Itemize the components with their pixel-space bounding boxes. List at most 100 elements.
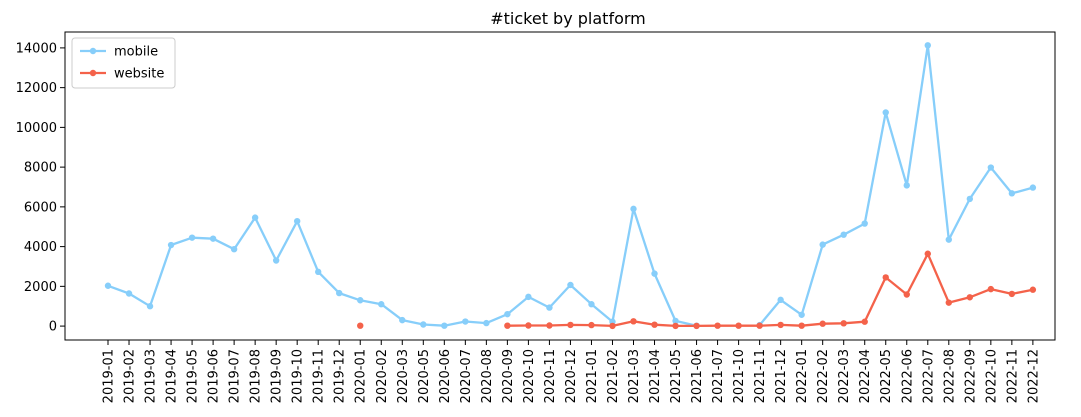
data-point-mobile	[315, 268, 322, 276]
data-point-mobile	[630, 205, 637, 213]
data-point-mobile	[819, 241, 826, 248]
x-tick-label: 2021-02	[606, 349, 621, 403]
x-tick-label: 2019-03	[144, 349, 159, 403]
data-point-mobile	[188, 234, 196, 241]
y-tick-label: 12000	[16, 81, 57, 96]
data-point-mobile	[546, 304, 553, 311]
data-point-mobile	[903, 182, 910, 189]
data-point-website	[651, 321, 658, 328]
data-point-website	[987, 285, 995, 293]
data-point-website	[966, 294, 974, 301]
data-point-website	[882, 274, 889, 281]
x-tick-label: 2019-07	[228, 349, 243, 403]
data-point-mobile	[483, 319, 490, 327]
data-point-mobile	[672, 317, 679, 325]
data-point-website	[672, 322, 679, 330]
data-point-mobile	[420, 321, 427, 328]
chart-title: #ticket by platform	[490, 9, 646, 28]
series-mobile	[104, 42, 1037, 329]
x-tick-label: 2022-04	[858, 349, 873, 403]
x-tick-label: 2019-12	[333, 349, 348, 403]
data-point-mobile	[230, 245, 238, 253]
data-point-mobile	[840, 231, 847, 238]
data-point-mobile	[1008, 190, 1016, 197]
x-tick-label: 2020-09	[501, 349, 516, 403]
y-tick-label: 0	[49, 320, 57, 335]
x-tick-label: 2020-06	[438, 349, 453, 403]
y-tick-label: 6000	[24, 200, 57, 215]
data-point-website	[630, 318, 637, 325]
x-tick-label: 2022-02	[816, 349, 831, 403]
y-tick-label: 10000	[16, 121, 57, 136]
data-point-mobile	[882, 109, 889, 116]
x-tick-label: 2019-10	[291, 349, 306, 403]
data-point-website	[525, 322, 532, 329]
data-point-mobile	[987, 164, 995, 171]
data-point-website	[924, 250, 931, 257]
data-point-mobile	[798, 311, 805, 318]
data-point-website	[609, 322, 616, 330]
y-tick-label: 2000	[24, 280, 57, 295]
data-point-mobile	[651, 270, 658, 277]
data-point-website	[861, 318, 868, 325]
data-point-website	[735, 322, 742, 329]
legend-label-mobile: mobile	[114, 45, 158, 60]
data-point-mobile	[251, 214, 259, 221]
x-tick-label: 2019-11	[312, 349, 327, 403]
legend-marker-mobile	[89, 47, 97, 55]
data-point-website	[504, 322, 511, 329]
x-tick-label: 2022-09	[963, 349, 978, 403]
data-point-website	[945, 299, 952, 306]
data-point-mobile	[441, 322, 448, 329]
x-tick-label: 2019-01	[102, 349, 117, 403]
data-point-website	[903, 291, 910, 298]
legend-marker-website	[89, 69, 97, 77]
x-tick-label: 2020-02	[375, 349, 390, 403]
y-axis: 0 2000 4000 6000 8000 10000 12000 14000	[16, 41, 65, 335]
data-point-website	[777, 321, 784, 329]
x-tick-label: 2022-03	[837, 349, 852, 403]
x-tick-label: 2022-05	[879, 349, 894, 403]
x-tick-label: 2021-04	[648, 349, 663, 403]
data-point-mobile	[293, 217, 301, 225]
x-tick-label: 2021-11	[753, 349, 768, 403]
x-tick-label: 2020-12	[564, 349, 579, 403]
x-tick-label: 2021-01	[585, 349, 600, 403]
data-point-mobile	[336, 289, 343, 297]
data-point-mobile	[357, 297, 364, 304]
x-tick-label: 2019-05	[186, 349, 201, 403]
data-point-website	[588, 321, 595, 329]
y-tick-label: 8000	[24, 161, 57, 176]
data-point-mobile	[1029, 184, 1037, 191]
data-point-website	[357, 322, 364, 329]
series-website	[357, 250, 1037, 330]
data-point-mobile	[399, 316, 406, 324]
data-point-mobile	[125, 290, 133, 297]
x-tick-label: 2020-03	[396, 349, 411, 403]
x-tick-label: 2020-01	[354, 349, 369, 403]
data-point-mobile	[966, 195, 974, 203]
data-point-website	[1008, 290, 1016, 298]
x-tick-label: 2021-12	[774, 349, 789, 403]
data-point-website	[546, 322, 553, 329]
data-point-mobile	[504, 310, 511, 318]
data-point-website	[693, 322, 700, 330]
data-point-mobile	[462, 318, 469, 325]
data-point-mobile	[861, 220, 868, 227]
data-point-mobile	[378, 301, 385, 308]
y-tick-label: 4000	[24, 240, 57, 255]
series-layer	[104, 42, 1037, 330]
data-point-website	[714, 322, 721, 329]
x-axis: 2019-01 2019-02 2019-03 2019-04 2019-05 2019-…	[102, 340, 1041, 403]
x-tick-label: 2020-11	[543, 349, 558, 403]
data-point-mobile	[777, 296, 784, 304]
x-tick-label: 2020-10	[522, 349, 537, 403]
data-point-website	[756, 322, 763, 329]
x-tick-label: 2021-07	[711, 349, 726, 403]
data-point-website	[819, 320, 826, 327]
x-tick-label: 2022-01	[795, 349, 810, 403]
series-line-website	[507, 252, 1034, 328]
x-tick-label: 2022-10	[984, 349, 999, 403]
x-tick-label: 2020-05	[417, 349, 432, 403]
data-point-mobile	[167, 241, 175, 249]
